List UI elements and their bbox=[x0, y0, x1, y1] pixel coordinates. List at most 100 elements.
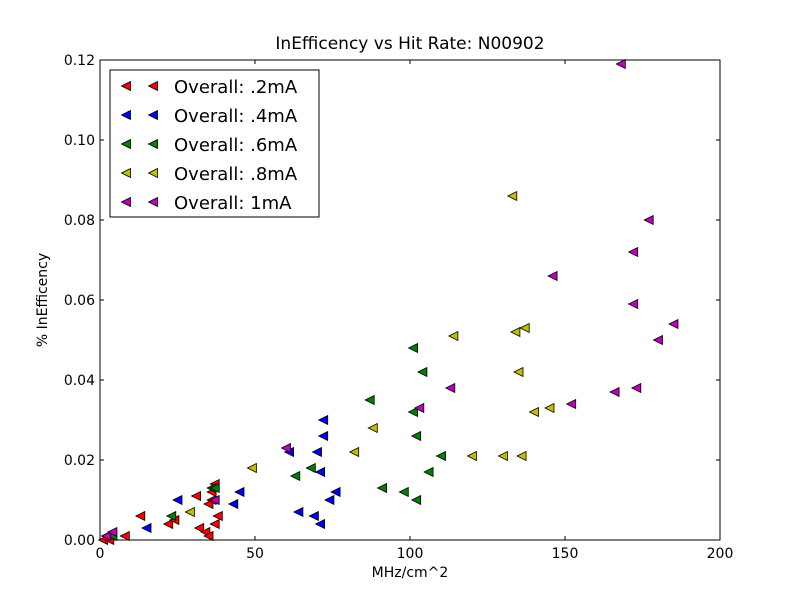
x-tick-label: 150 bbox=[552, 546, 579, 562]
series-2 bbox=[107, 342, 446, 542]
legend-label: Overall: .6mA bbox=[174, 135, 298, 156]
legend: Overall: .2mA Overall: .4mA Overall: .6mA O… bbox=[109, 69, 320, 218]
legend-marker bbox=[147, 138, 158, 150]
legend-box bbox=[109, 69, 320, 218]
series-4 bbox=[100, 58, 679, 542]
data-point bbox=[376, 482, 388, 494]
data-points bbox=[97, 58, 679, 546]
data-point bbox=[565, 398, 577, 410]
data-point bbox=[652, 334, 663, 346]
data-point bbox=[190, 490, 202, 502]
x-tick-label: 50 bbox=[246, 546, 264, 562]
data-point bbox=[668, 318, 679, 330]
data-point bbox=[317, 414, 329, 426]
legend-marker bbox=[147, 80, 158, 92]
data-point bbox=[506, 190, 518, 202]
data-point bbox=[227, 498, 239, 510]
data-point bbox=[234, 486, 245, 498]
data-point bbox=[435, 450, 446, 462]
legend-marker bbox=[120, 80, 131, 92]
data-point bbox=[314, 518, 326, 530]
data-point bbox=[398, 486, 409, 498]
y-tick-label: 0.12 bbox=[64, 53, 95, 69]
legend-marker bbox=[120, 196, 131, 208]
data-point bbox=[519, 322, 530, 334]
data-point bbox=[547, 270, 558, 282]
data-point bbox=[193, 522, 205, 534]
legend-marker bbox=[147, 167, 158, 179]
data-point bbox=[609, 386, 620, 398]
data-point bbox=[184, 506, 195, 518]
x-tick-label: 100 bbox=[397, 546, 424, 562]
data-point bbox=[141, 522, 152, 534]
data-point bbox=[172, 494, 183, 506]
data-point bbox=[630, 382, 642, 394]
series-3 bbox=[184, 190, 555, 518]
data-point bbox=[289, 470, 301, 482]
legend-marker bbox=[120, 167, 131, 179]
data-point bbox=[317, 430, 329, 442]
data-point bbox=[212, 510, 223, 522]
data-point bbox=[466, 450, 477, 462]
data-point bbox=[308, 510, 319, 522]
y-tick-label: 0.06 bbox=[64, 293, 95, 309]
legend-marker bbox=[120, 138, 131, 150]
data-point bbox=[513, 366, 524, 378]
data-point bbox=[246, 462, 257, 474]
legend-marker bbox=[120, 109, 131, 121]
data-point bbox=[107, 526, 118, 538]
x-axis-title: MHz/cm^2 bbox=[372, 565, 449, 581]
x-tick-label: 200 bbox=[707, 546, 734, 562]
y-tick-label: 0.08 bbox=[64, 213, 95, 229]
data-point bbox=[314, 466, 326, 478]
data-point bbox=[413, 402, 425, 414]
data-point bbox=[119, 530, 130, 542]
data-point bbox=[410, 430, 422, 442]
data-point bbox=[627, 298, 639, 310]
data-point bbox=[497, 450, 508, 462]
data-point bbox=[209, 482, 220, 494]
legend-label: Overall: .4mA bbox=[174, 106, 298, 127]
legend-label: Overall: 1mA bbox=[174, 193, 292, 214]
legend-label: Overall: .8mA bbox=[174, 164, 298, 185]
chart-title: InEfficency vs Hit Rate: N00902 bbox=[275, 34, 544, 54]
y-tick-label: 0.10 bbox=[64, 133, 95, 149]
data-point bbox=[165, 510, 177, 522]
data-point bbox=[516, 450, 527, 462]
data-point bbox=[364, 394, 375, 406]
data-point bbox=[407, 342, 419, 354]
data-point bbox=[162, 518, 174, 530]
data-point bbox=[209, 494, 220, 506]
data-point bbox=[643, 214, 654, 226]
data-point bbox=[544, 402, 555, 414]
data-point bbox=[510, 326, 521, 338]
data-point bbox=[305, 462, 316, 474]
data-point bbox=[407, 406, 419, 418]
data-point bbox=[367, 422, 378, 434]
legend-marker bbox=[147, 109, 158, 121]
data-point bbox=[444, 382, 456, 394]
data-point bbox=[209, 518, 220, 530]
axis-ticks: 0 50 100 150 200 0.00 0.02 0.04 0.06 0.08 0.10 0.12 bbox=[64, 53, 734, 562]
y-axis-title: % InEfficency bbox=[35, 253, 51, 347]
data-point bbox=[280, 442, 291, 454]
data-point bbox=[528, 406, 539, 418]
data-point bbox=[134, 510, 146, 522]
data-point bbox=[100, 530, 112, 542]
data-point bbox=[615, 58, 626, 70]
data-point bbox=[293, 506, 304, 518]
y-tick-label: 0.02 bbox=[64, 453, 95, 469]
data-point bbox=[448, 330, 459, 342]
legend-marker bbox=[147, 196, 158, 208]
data-point bbox=[417, 366, 428, 378]
data-point bbox=[423, 466, 434, 478]
x-tick-label: 0 bbox=[96, 546, 105, 562]
data-point bbox=[410, 494, 422, 506]
data-point bbox=[348, 446, 360, 458]
y-tick-label: 0.00 bbox=[64, 533, 95, 549]
legend-label: Overall: .2mA bbox=[174, 77, 298, 98]
data-point bbox=[203, 530, 214, 542]
data-point bbox=[627, 246, 639, 258]
data-point bbox=[330, 486, 341, 498]
